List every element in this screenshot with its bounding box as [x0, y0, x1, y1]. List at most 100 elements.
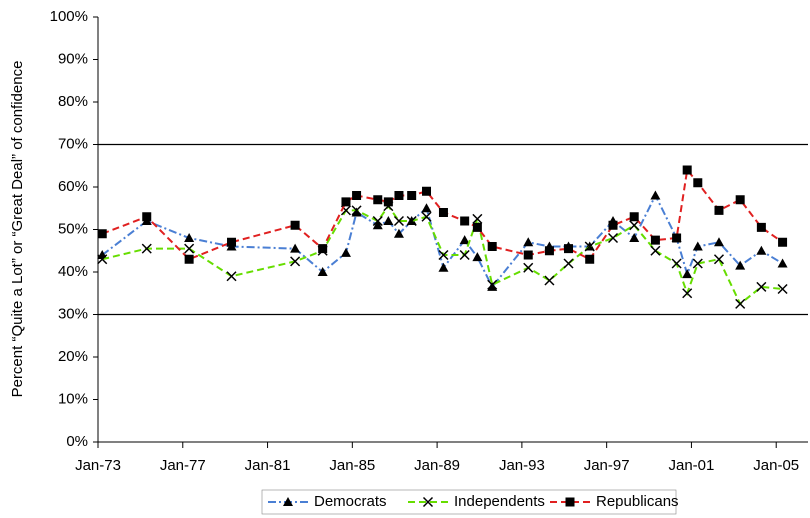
marker — [671, 258, 682, 269]
x-tick-label: Jan-73 — [75, 457, 121, 474]
marker — [372, 220, 383, 230]
marker — [714, 205, 724, 215]
marker — [290, 256, 301, 267]
y-axis-label: Percent “Quite a Lot” or “Great Deal” of… — [9, 61, 26, 398]
y-tick-label: 30% — [58, 305, 88, 322]
marker — [472, 222, 482, 232]
marker — [629, 220, 640, 231]
marker — [735, 298, 746, 309]
marker — [351, 205, 362, 216]
marker — [584, 241, 595, 252]
marker — [97, 229, 107, 239]
x-tick-label: Jan-97 — [584, 457, 630, 474]
legend-label: Democrats — [314, 493, 387, 510]
marker — [290, 220, 300, 230]
marker — [351, 207, 362, 217]
marker — [393, 228, 404, 238]
marker — [777, 258, 788, 268]
marker — [227, 237, 237, 247]
x-tick-label: Jan-77 — [160, 457, 206, 474]
marker — [672, 233, 682, 243]
marker — [472, 213, 483, 224]
marker — [735, 195, 745, 205]
legend-label: Republicans — [596, 493, 679, 510]
y-tick-label: 10% — [58, 390, 88, 407]
marker — [692, 241, 703, 251]
marker — [629, 212, 639, 222]
legend-box — [261, 489, 677, 515]
marker — [650, 190, 661, 200]
x-tick-label: Jan-05 — [753, 457, 799, 474]
marker — [487, 242, 497, 251]
marker — [459, 235, 470, 245]
marker — [459, 249, 470, 261]
marker — [544, 246, 554, 256]
marker — [317, 267, 328, 276]
marker — [487, 281, 498, 291]
marker — [692, 258, 703, 269]
marker — [142, 212, 152, 222]
marker — [340, 247, 351, 257]
marker — [778, 237, 788, 247]
marker — [372, 215, 383, 227]
y-tick-label: 0% — [66, 433, 88, 450]
marker — [373, 195, 383, 205]
marker — [585, 254, 595, 264]
marker — [352, 191, 362, 200]
y-tick-label: 70% — [58, 135, 88, 152]
marker — [406, 215, 417, 227]
legend-marker — [422, 496, 434, 508]
marker — [544, 275, 555, 286]
marker — [184, 254, 194, 264]
marker — [756, 281, 767, 292]
marker — [393, 215, 404, 227]
marker — [650, 245, 661, 256]
marker — [608, 220, 618, 230]
marker — [523, 237, 534, 247]
y-tick-label: 100% — [50, 8, 88, 25]
marker — [756, 245, 767, 255]
marker — [383, 197, 393, 207]
y-tick-label: 60% — [58, 178, 88, 195]
x-tick-label: Jan-01 — [668, 457, 714, 474]
marker — [650, 235, 660, 245]
marker — [407, 191, 417, 200]
marker — [290, 243, 301, 253]
marker — [394, 191, 404, 200]
marker — [438, 208, 448, 217]
marker — [713, 237, 724, 247]
marker — [383, 216, 394, 225]
series — [97, 165, 788, 264]
legend-label: Independents — [454, 493, 545, 510]
marker — [184, 233, 195, 242]
x-tick-label: Jan-81 — [245, 457, 291, 474]
legend: Democrats Independents Republicans — [261, 489, 679, 515]
marker — [341, 197, 351, 207]
marker — [460, 216, 470, 226]
marker — [438, 262, 449, 272]
marker — [97, 254, 108, 265]
marker — [184, 243, 195, 254]
marker — [141, 243, 152, 254]
marker — [629, 233, 640, 242]
marker — [682, 269, 693, 279]
y-tick-label: 20% — [58, 348, 88, 365]
marker — [777, 283, 788, 295]
marker — [422, 186, 432, 196]
marker — [693, 178, 703, 188]
marker — [318, 244, 328, 254]
series — [97, 201, 788, 309]
marker — [713, 254, 725, 265]
x-tick-label: Jan-85 — [329, 457, 375, 474]
marker — [682, 288, 693, 299]
marker — [472, 252, 483, 262]
marker — [735, 260, 746, 270]
marker — [682, 165, 692, 175]
x-tick-label: Jan-89 — [414, 457, 460, 474]
y-tick-label: 40% — [58, 263, 88, 280]
legend-marker — [565, 497, 575, 507]
legend-marker — [283, 497, 293, 506]
x-tick-label: Jan-93 — [499, 457, 545, 474]
y-tick-label: 80% — [58, 93, 88, 110]
